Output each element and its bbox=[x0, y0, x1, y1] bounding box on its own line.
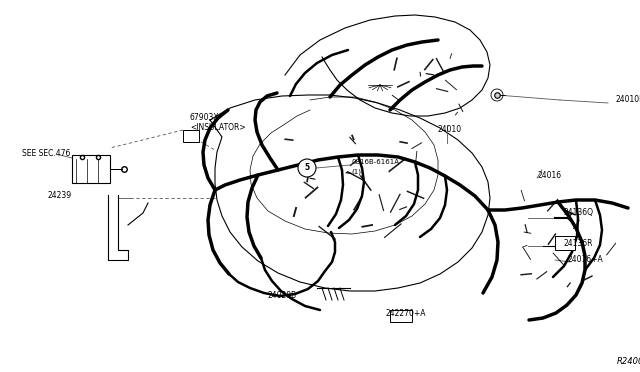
Text: 24010D: 24010D bbox=[615, 96, 640, 105]
Text: 24136R: 24136R bbox=[563, 238, 593, 247]
Text: 24028B: 24028B bbox=[268, 291, 297, 299]
Text: 0816B-6161A: 0816B-6161A bbox=[351, 159, 399, 165]
Text: R24001JR: R24001JR bbox=[617, 357, 640, 366]
Text: 24136Q: 24136Q bbox=[563, 208, 593, 218]
Text: 24016: 24016 bbox=[537, 170, 561, 180]
Bar bbox=[555, 236, 575, 250]
Text: (1): (1) bbox=[351, 169, 361, 175]
Text: <INSULATOR>: <INSULATOR> bbox=[190, 124, 246, 132]
Text: 5: 5 bbox=[305, 164, 310, 173]
Text: 24016+A: 24016+A bbox=[568, 256, 604, 264]
Text: SEE SEC.476: SEE SEC.476 bbox=[22, 148, 70, 157]
Circle shape bbox=[298, 159, 316, 177]
Text: 24010: 24010 bbox=[437, 125, 461, 135]
Bar bbox=[183, 130, 199, 142]
Text: 24239: 24239 bbox=[48, 190, 72, 199]
Text: 67903X: 67903X bbox=[190, 113, 220, 122]
Bar bbox=[72, 155, 110, 183]
Bar bbox=[390, 310, 412, 322]
Text: 242270+A: 242270+A bbox=[385, 308, 426, 317]
